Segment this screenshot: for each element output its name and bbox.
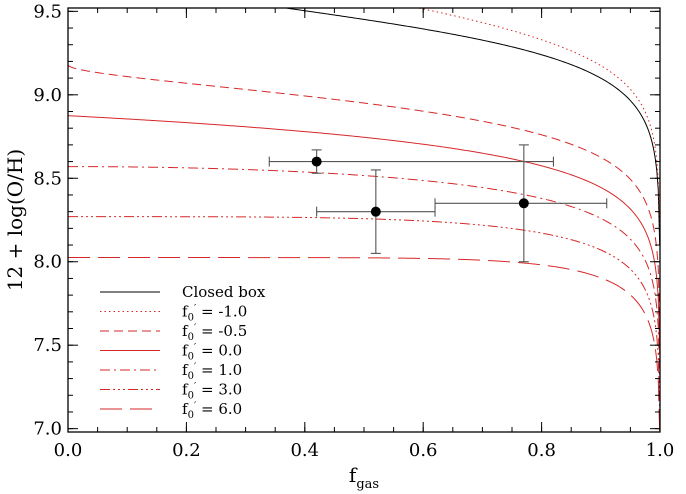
- legend-label: f0′ = 0.0: [182, 342, 242, 363]
- plot-frame: [67, 7, 661, 433]
- series-line: [68, 257, 660, 432]
- x-tick-label: 0.2: [172, 440, 201, 461]
- legend-label: f0′ = 6.0: [182, 400, 242, 421]
- x-axis-label: fgas: [349, 463, 379, 492]
- y-tick-label: 7.5: [33, 335, 62, 356]
- legend-label: Closed box: [182, 283, 266, 301]
- data-points: [268, 144, 608, 263]
- data-point-marker: [370, 206, 381, 217]
- data-point-group: [268, 149, 554, 174]
- x-tick-label: 1.0: [646, 440, 675, 461]
- legend-label: f0′ = -1.0: [182, 303, 247, 324]
- series-layer: [68, 8, 660, 432]
- series-line: [416, 8, 660, 235]
- legend-label: f0′ = 3.0: [182, 381, 242, 402]
- x-tick-label: 0.4: [290, 440, 319, 461]
- y-tick-label: 8.5: [33, 168, 62, 189]
- y-tick-label: 9.0: [33, 85, 62, 106]
- data-point-marker: [518, 198, 529, 209]
- series-line: [68, 115, 660, 353]
- y-tick-label: 8.0: [33, 252, 62, 273]
- axes: 0.0 0.2 0.4 0.6 0.8 1.0 7.0 7.5 8.0 8.5 9.0 9.5: [33, 1, 674, 461]
- y-axis-label: 12 + log(O/H): [3, 149, 27, 291]
- data-point-group: [316, 169, 436, 254]
- x-tick-label: 0.0: [54, 440, 83, 461]
- y-tick-label: 7.0: [33, 419, 62, 440]
- series-line: [68, 166, 660, 382]
- series-line: [282, 8, 660, 245]
- y-tick-label: 9.5: [33, 1, 62, 22]
- data-point-group: [434, 144, 608, 263]
- legend-label: f0′ = -0.5: [182, 322, 247, 343]
- series-line: [68, 216, 660, 411]
- x-tick-label: 0.6: [409, 440, 438, 461]
- data-point-marker: [311, 156, 322, 167]
- x-tick-label: 0.8: [527, 440, 556, 461]
- series-line: [68, 64, 660, 324]
- legend-label: f0′ = 1.0: [182, 361, 242, 382]
